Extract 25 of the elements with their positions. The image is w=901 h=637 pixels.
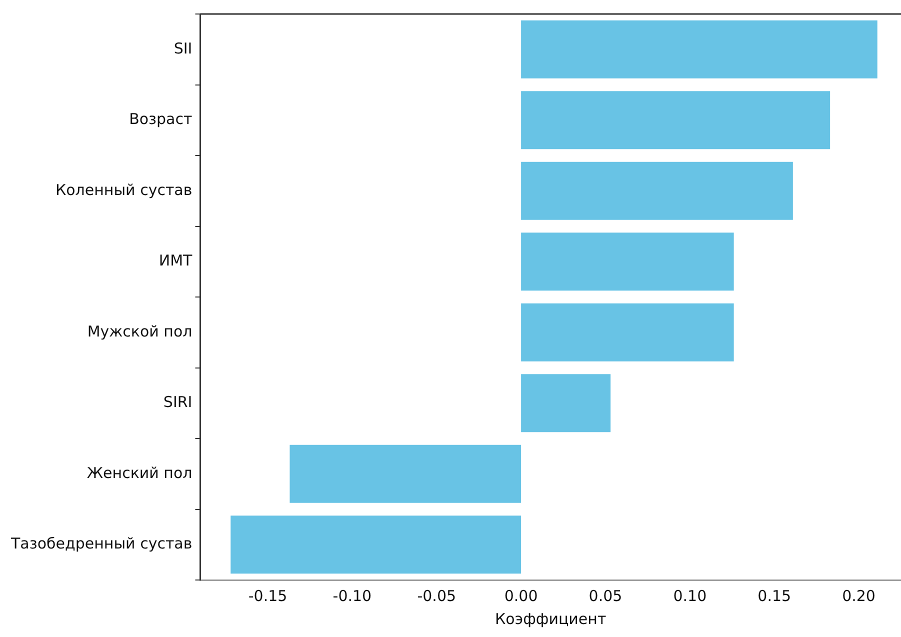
x-tick-label: 0.10: [673, 586, 707, 605]
bar: [521, 162, 793, 220]
bar: [290, 444, 522, 503]
y-tick-label: Тазобедренный сустав: [10, 534, 192, 553]
y-tick-label: SIRI: [163, 393, 192, 412]
y-tick-label: Мужской пол: [87, 322, 192, 340]
x-tick-label: 0.05: [588, 586, 622, 605]
x-tick-label: -0.05: [417, 586, 456, 605]
x-tick-label: -0.10: [332, 586, 372, 605]
x-tick-label: 0.00: [504, 586, 538, 605]
bar: [521, 232, 734, 291]
x-axis-title: Коэффициент: [495, 610, 606, 628]
bar: [230, 516, 522, 574]
y-tick-label: Возраст: [129, 110, 192, 128]
bar: [521, 303, 734, 362]
y-tick-label: ИМТ: [158, 252, 194, 270]
x-tick-label: 0.20: [842, 586, 876, 605]
bar: [521, 374, 611, 432]
y-tick-label: SII: [174, 39, 192, 58]
y-tick-label: Коленный сустав: [55, 180, 192, 199]
bar: [521, 91, 830, 150]
x-tick-label: 0.15: [758, 586, 792, 605]
x-tick-label: -0.15: [248, 586, 288, 605]
bar: [521, 20, 878, 78]
y-tick-label: Женский пол: [86, 464, 192, 482]
